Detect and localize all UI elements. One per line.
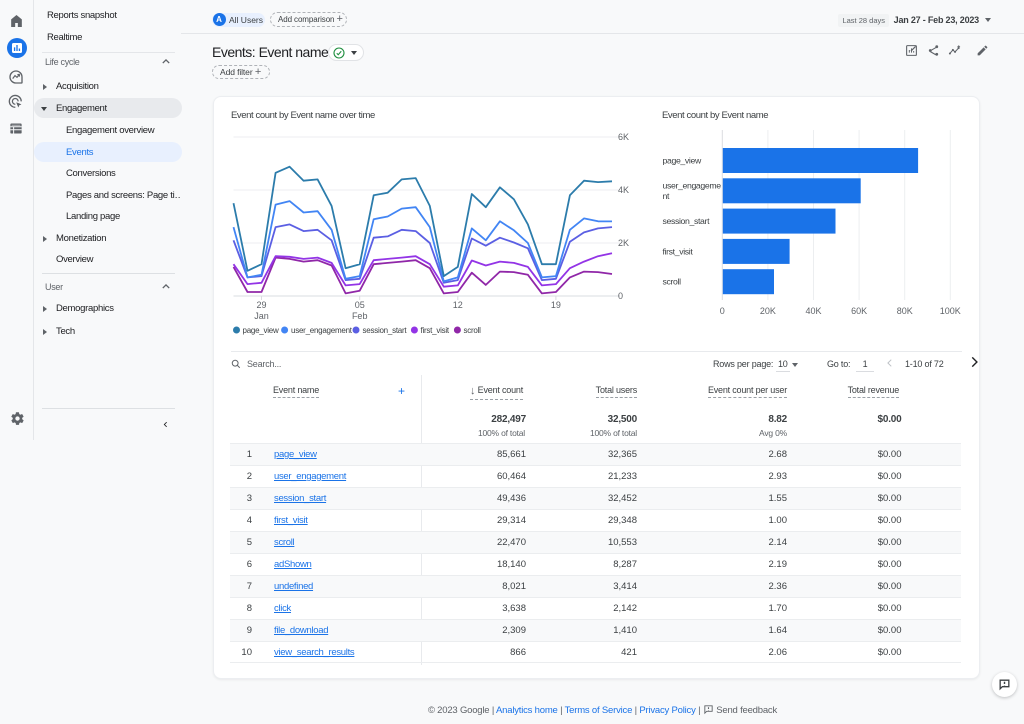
svg-text:scroll: scroll: [464, 326, 482, 335]
svg-text:29: 29: [256, 300, 266, 310]
svg-text:40K: 40K: [805, 306, 821, 316]
svg-text:4K: 4K: [618, 185, 629, 195]
svg-text:2K: 2K: [618, 238, 629, 248]
svg-text:Jan: Jan: [254, 311, 269, 321]
svg-text:scroll: scroll: [663, 277, 682, 287]
svg-text:19: 19: [551, 300, 561, 310]
svg-text:60K: 60K: [851, 306, 867, 316]
svg-text:user_engagement: user_engagement: [291, 326, 353, 335]
svg-text:12: 12: [453, 300, 463, 310]
svg-text:0: 0: [618, 291, 623, 301]
svg-text:session_start: session_start: [663, 216, 711, 226]
svg-text:page_view: page_view: [243, 326, 279, 335]
svg-text:05: 05: [355, 300, 365, 310]
svg-text:100K: 100K: [940, 306, 961, 316]
svg-text:first_visit: first_visit: [663, 247, 694, 257]
svg-text:80K: 80K: [897, 306, 913, 316]
svg-text:Feb: Feb: [352, 311, 368, 321]
svg-text:user_engageme: user_engageme: [663, 181, 722, 191]
svg-text:page_view: page_view: [663, 156, 702, 166]
svg-text:session_start: session_start: [363, 326, 408, 335]
svg-text:20K: 20K: [760, 306, 776, 316]
svg-text:0: 0: [720, 306, 725, 316]
svg-text:first_visit: first_visit: [421, 326, 450, 335]
svg-text:6K: 6K: [618, 132, 629, 142]
svg-text:nt: nt: [663, 191, 670, 201]
